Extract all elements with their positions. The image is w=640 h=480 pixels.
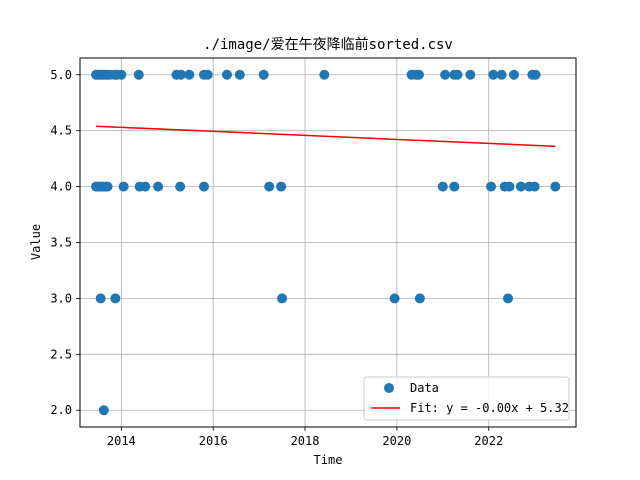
y-axis-ticks: 2.0 2.5 3.0 3.5 4.0 4.5 5.0 — [50, 68, 80, 417]
data-point — [486, 181, 497, 192]
data-point — [414, 293, 425, 304]
fit-layer — [96, 125, 556, 148]
data-point — [550, 181, 561, 192]
fit-line — [96, 125, 556, 148]
x-tick-label: 2018 — [291, 434, 320, 448]
data-point — [488, 69, 499, 80]
y-tick-label: 5.0 — [50, 68, 72, 82]
data-point — [515, 181, 526, 192]
data-point — [509, 69, 519, 80]
x-tick-label: 2022 — [474, 434, 503, 448]
legend-label-data: Data — [410, 381, 439, 395]
x-tick-label: 2020 — [382, 434, 411, 448]
data-point — [452, 69, 463, 80]
legend-marker-data — [384, 383, 394, 393]
data-point — [199, 181, 209, 192]
data-point — [140, 181, 151, 192]
y-axis-label: Value — [29, 224, 43, 260]
y-tick-label: 4.0 — [50, 180, 72, 194]
y-tick-label: 2.0 — [50, 403, 72, 417]
data-point — [133, 69, 144, 80]
data-point — [449, 181, 460, 192]
data-point — [496, 69, 507, 80]
x-tick-label: 2014 — [107, 434, 136, 448]
data-point — [503, 293, 514, 304]
data-point — [98, 405, 109, 416]
data-point — [264, 181, 275, 192]
data-point — [319, 69, 330, 80]
data-point — [110, 293, 121, 304]
data-point — [176, 69, 187, 80]
data-point — [102, 181, 113, 192]
data-point — [276, 181, 287, 192]
data-point — [413, 69, 424, 80]
data-point — [389, 293, 400, 304]
data-point — [277, 293, 288, 304]
data-point — [221, 69, 232, 80]
legend: Data Fit: y = -0.00x + 5.32 — [363, 376, 570, 421]
data-point — [184, 69, 195, 80]
y-tick-label: 4.5 — [50, 124, 72, 138]
y-tick-label: 2.5 — [50, 347, 72, 361]
chart-title: ./image/爱在午夜降临前sorted.csv — [203, 36, 453, 53]
x-axis-label: Time — [314, 453, 343, 467]
legend-label-fit: Fit: y = -0.00x + 5.32 — [410, 401, 569, 415]
data-point — [504, 181, 515, 192]
legend-box — [363, 376, 570, 421]
x-axis-ticks: 2014 2016 2018 2020 2022 — [107, 427, 503, 448]
y-tick-label: 3.0 — [50, 291, 72, 305]
data-point — [437, 181, 448, 192]
data-point — [202, 69, 213, 80]
data-point — [465, 69, 476, 80]
data-point — [118, 181, 129, 192]
data-point — [258, 69, 269, 80]
data-point — [234, 69, 245, 80]
data-point — [116, 69, 127, 80]
data-point — [529, 181, 540, 192]
x-tick-label: 2016 — [199, 434, 228, 448]
y-tick-label: 3.5 — [50, 236, 72, 250]
data-point — [95, 293, 106, 304]
data-point — [530, 69, 541, 80]
data-point — [153, 181, 164, 192]
points-layer — [91, 69, 561, 416]
data-point — [175, 181, 186, 192]
data-point — [440, 69, 451, 80]
